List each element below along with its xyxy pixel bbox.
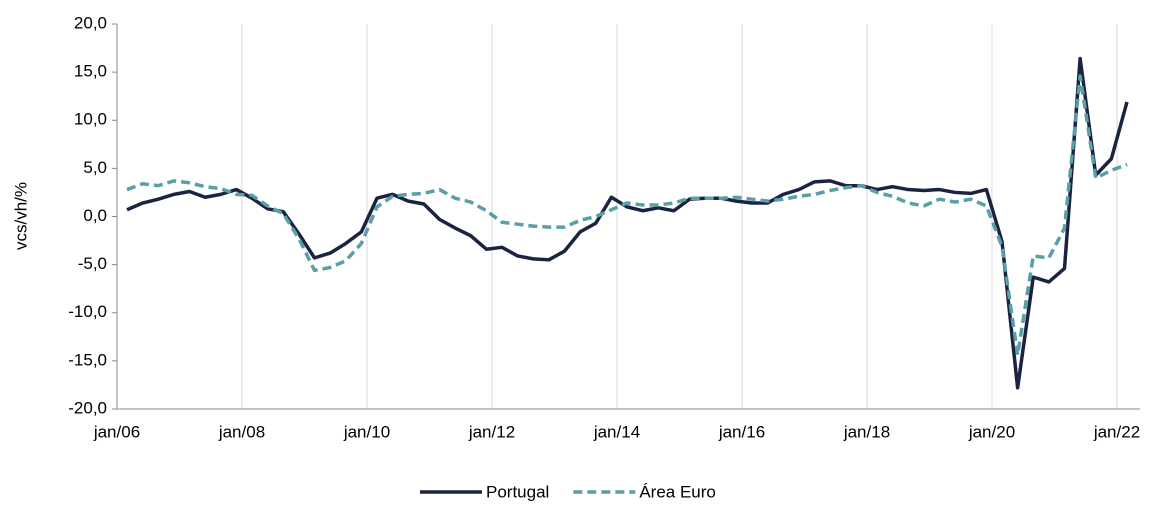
x-tick-label: jan/16 (718, 422, 765, 441)
x-tick-label: jan/20 (968, 422, 1015, 441)
series-line (126, 74, 1128, 357)
y-tick-label: -5,0 (78, 254, 107, 273)
y-tick-label: 5,0 (83, 158, 107, 177)
legend-label: Portugal (486, 482, 549, 501)
y-tick-label: 0,0 (83, 206, 107, 225)
x-tick-label: jan/12 (468, 422, 515, 441)
y-tick-label: 15,0 (74, 62, 107, 81)
x-tick-label: jan/10 (343, 422, 390, 441)
x-tick-label: jan/08 (218, 422, 265, 441)
y-tick-label: -15,0 (68, 350, 107, 369)
x-tick-label: jan/22 (1093, 422, 1140, 441)
y-tick-label: 10,0 (74, 110, 107, 129)
y-tick-label: -10,0 (68, 302, 107, 321)
x-tick-label: jan/18 (843, 422, 890, 441)
y-axis-title: vcs/vh/% (11, 182, 30, 250)
y-tick-label: -20,0 (68, 398, 107, 417)
series-line (126, 56, 1129, 390)
legend-label: Área Euro (639, 482, 716, 501)
x-tick-label: jan/14 (593, 422, 640, 441)
y-tick-label: 20,0 (74, 13, 107, 32)
x-tick-label: jan/06 (93, 422, 140, 441)
